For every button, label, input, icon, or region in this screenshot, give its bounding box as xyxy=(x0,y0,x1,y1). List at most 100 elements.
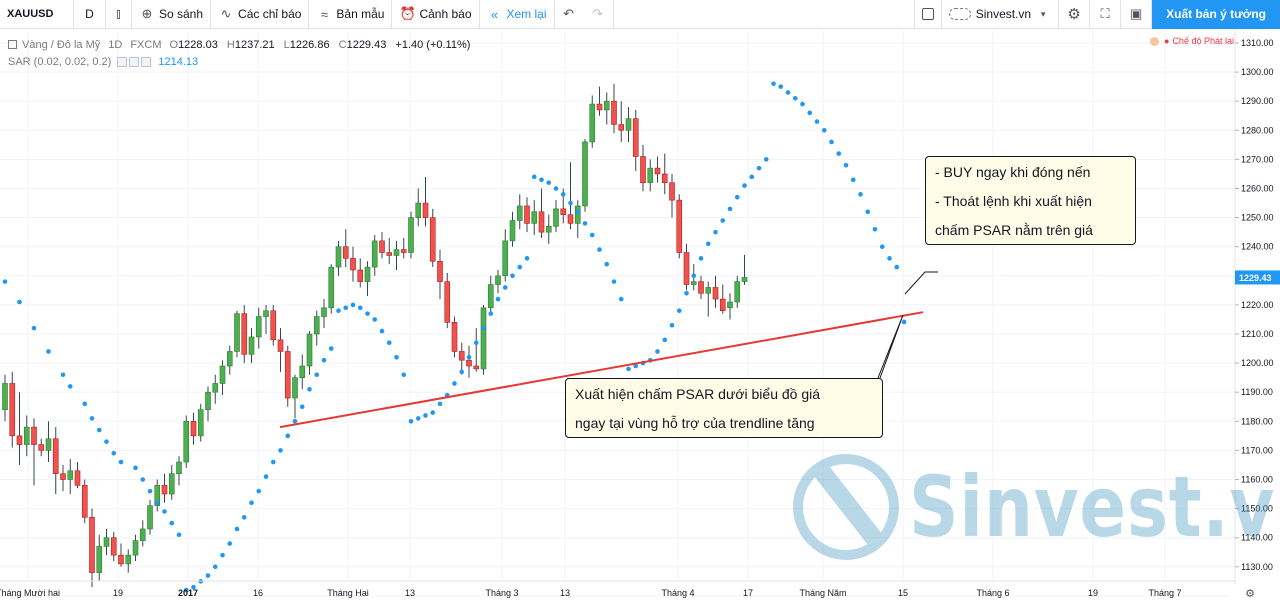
sar-indicator-label[interactable]: SAR (0.02, 0.02, 0.2) xyxy=(8,55,112,68)
settings-button[interactable]: ⚙ xyxy=(1059,0,1091,29)
candle[interactable] xyxy=(451,322,458,352)
candle[interactable] xyxy=(23,426,30,445)
candle[interactable] xyxy=(466,359,472,367)
candle[interactable] xyxy=(574,205,581,224)
candle[interactable] xyxy=(538,211,545,233)
candle[interactable] xyxy=(125,554,132,565)
candle[interactable] xyxy=(473,365,480,370)
candle[interactable] xyxy=(698,281,704,294)
candle[interactable] xyxy=(306,333,313,367)
candle[interactable] xyxy=(676,199,683,253)
candle[interactable] xyxy=(38,444,45,451)
candle[interactable] xyxy=(734,281,741,303)
candle[interactable] xyxy=(487,284,494,309)
candle[interactable] xyxy=(582,141,588,207)
eye-icon[interactable] xyxy=(117,56,128,67)
candle[interactable] xyxy=(509,220,516,242)
candle[interactable] xyxy=(429,217,436,262)
candle[interactable] xyxy=(408,217,414,253)
candle[interactable] xyxy=(603,100,610,111)
candle[interactable] xyxy=(52,438,59,474)
candle[interactable] xyxy=(103,537,110,547)
axis-settings-icon[interactable]: ⚙ xyxy=(1245,587,1255,600)
candle[interactable] xyxy=(154,485,161,506)
candle[interactable] xyxy=(96,546,103,573)
candle[interactable] xyxy=(81,485,88,518)
symbol-search-button[interactable]: XAUUSD xyxy=(0,0,74,29)
candle[interactable] xyxy=(379,240,385,253)
candle[interactable] xyxy=(458,351,465,361)
price-axis[interactable] xyxy=(1235,30,1280,602)
candle[interactable] xyxy=(168,473,175,495)
candle[interactable] xyxy=(299,365,306,378)
candle[interactable] xyxy=(147,505,153,530)
candle[interactable] xyxy=(683,252,690,285)
candle[interactable] xyxy=(161,485,168,495)
candle[interactable] xyxy=(241,313,248,355)
alerts-button[interactable]: ⏰ Cảnh báo xyxy=(392,0,480,29)
candle[interactable] xyxy=(400,249,407,253)
candle[interactable] xyxy=(741,277,748,282)
candle[interactable] xyxy=(516,205,523,221)
candle[interactable] xyxy=(386,252,393,256)
candle[interactable] xyxy=(444,281,451,323)
candle[interactable] xyxy=(89,517,95,573)
buy-note-callout[interactable]: - BUY ngay khi đóng nến - Thoát lệnh khi… xyxy=(925,156,1136,245)
candle[interactable] xyxy=(45,438,52,451)
replay-mode-indicator[interactable]: ● Chế độ Phát lai xyxy=(1150,36,1234,46)
candle[interactable] xyxy=(705,287,712,294)
close-icon[interactable] xyxy=(141,56,152,67)
candle[interactable] xyxy=(190,420,197,437)
candle[interactable] xyxy=(350,258,356,271)
candle[interactable] xyxy=(364,266,371,282)
candle[interactable] xyxy=(611,100,617,125)
candle[interactable] xyxy=(437,260,443,282)
candle[interactable] xyxy=(226,351,233,367)
interval-button[interactable]: D xyxy=(74,0,106,29)
candle[interactable] xyxy=(654,167,661,175)
candle[interactable] xyxy=(524,205,530,224)
candle[interactable] xyxy=(16,435,23,445)
candle[interactable] xyxy=(139,528,146,541)
candle[interactable] xyxy=(263,310,269,317)
collapse-legend-icon[interactable] xyxy=(8,40,17,49)
compare-button[interactable]: ⊕ So sánh xyxy=(132,0,212,29)
candle[interactable] xyxy=(74,470,81,486)
redo-button[interactable]: ↷ xyxy=(583,0,614,29)
candle[interactable] xyxy=(495,275,501,285)
candle[interactable] xyxy=(197,409,204,437)
candle[interactable] xyxy=(640,156,646,183)
candle[interactable] xyxy=(632,118,639,157)
candle[interactable] xyxy=(480,307,487,370)
candle[interactable] xyxy=(60,473,66,480)
candle[interactable] xyxy=(31,426,37,445)
candle[interactable] xyxy=(422,202,429,218)
chart-style-button[interactable]: ⫾ xyxy=(106,0,132,29)
trendline[interactable] xyxy=(279,311,924,429)
candle[interactable] xyxy=(727,301,733,309)
candle[interactable] xyxy=(118,554,124,565)
psar-note-callout[interactable]: Xuất hiện chấm PSAR dưới biểu đồ giá nga… xyxy=(565,378,883,438)
candle[interactable] xyxy=(183,420,190,463)
candle[interactable] xyxy=(176,461,182,474)
indicators-button[interactable]: ∿ Các chỉ báo xyxy=(211,0,310,29)
candle[interactable] xyxy=(690,281,697,285)
candle[interactable] xyxy=(371,240,378,268)
candle[interactable] xyxy=(567,214,574,224)
candle[interactable] xyxy=(284,351,291,399)
candle[interactable] xyxy=(669,182,675,201)
candle[interactable] xyxy=(67,470,74,480)
candle[interactable] xyxy=(321,307,327,317)
candle[interactable] xyxy=(618,124,625,131)
candle[interactable] xyxy=(661,173,668,183)
candle[interactable] xyxy=(255,316,262,338)
candle[interactable] xyxy=(357,269,364,282)
candle[interactable] xyxy=(393,249,400,256)
snapshot-button[interactable]: ▣ xyxy=(1121,0,1153,29)
candle[interactable] xyxy=(205,391,211,410)
replay-button[interactable]: « Xem lại xyxy=(480,0,555,29)
candle[interactable] xyxy=(596,103,603,111)
candle[interactable] xyxy=(110,537,117,556)
candle[interactable] xyxy=(292,377,298,399)
candle[interactable] xyxy=(502,240,509,277)
